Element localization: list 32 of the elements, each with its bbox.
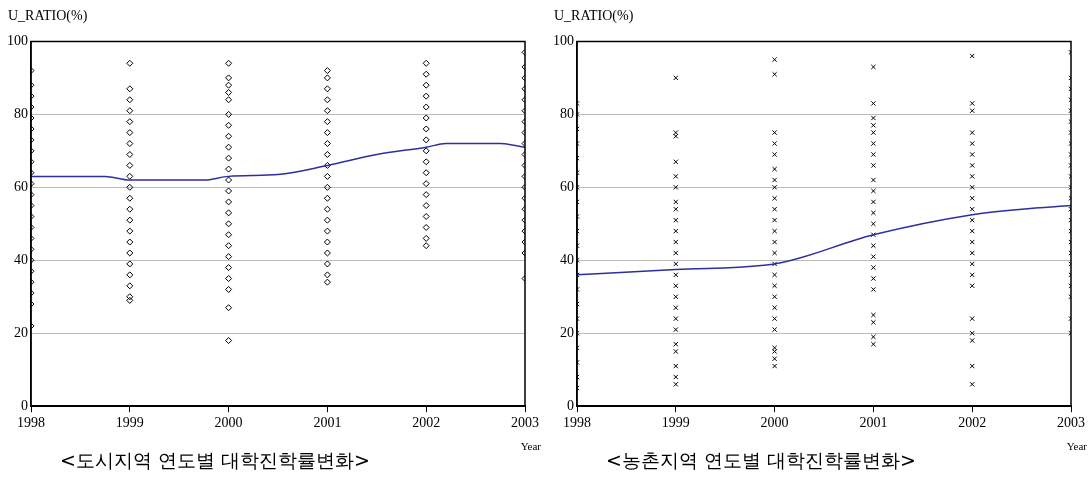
y-tick-label: 80	[14, 106, 28, 122]
y-tick-label: 20	[14, 324, 28, 340]
x-tick-label: 2003	[1057, 415, 1085, 431]
line-series	[31, 142, 525, 181]
x-tick-label: 2001	[313, 415, 342, 431]
y-tick-label: 80	[560, 106, 574, 122]
y-tick-label: 0	[567, 397, 574, 413]
y-tick-label: 60	[560, 178, 574, 194]
x-tick-label: 1998	[17, 415, 45, 431]
y-axis-title: U_RATIO(%)	[8, 8, 88, 24]
y-tick-label: 40	[560, 251, 574, 267]
text: <농촌지역 연도별 대학진학률변화>	[606, 448, 916, 473]
line-series	[577, 204, 1071, 276]
y-axis-title: U_RATIO(%)	[554, 8, 634, 24]
y-tick-label: 20	[560, 324, 574, 340]
y-tick-label: 100	[7, 33, 28, 49]
x-axis-title: Year	[1066, 440, 1087, 452]
x-axis-title: Year	[520, 440, 541, 452]
y-tick-label: 60	[14, 178, 28, 194]
x-tick-label: 2002	[412, 415, 441, 431]
x-tick-label: 1999	[115, 415, 144, 431]
text: <도시지역 연도별 대학진학률변화>	[60, 448, 370, 473]
x-tick-label: 2000	[760, 415, 789, 431]
x-tick-label: 1999	[661, 415, 690, 431]
x-tick-label: 2001	[859, 415, 888, 431]
y-tick-label: 0	[21, 397, 28, 413]
y-tick-label: 40	[14, 251, 28, 267]
y-tick-label: 100	[553, 33, 574, 49]
x-tick-label: 2000	[214, 415, 243, 431]
x-tick-label: 2002	[958, 415, 987, 431]
x-tick-label: 1998	[563, 415, 591, 431]
x-tick-label: 2003	[511, 415, 539, 431]
